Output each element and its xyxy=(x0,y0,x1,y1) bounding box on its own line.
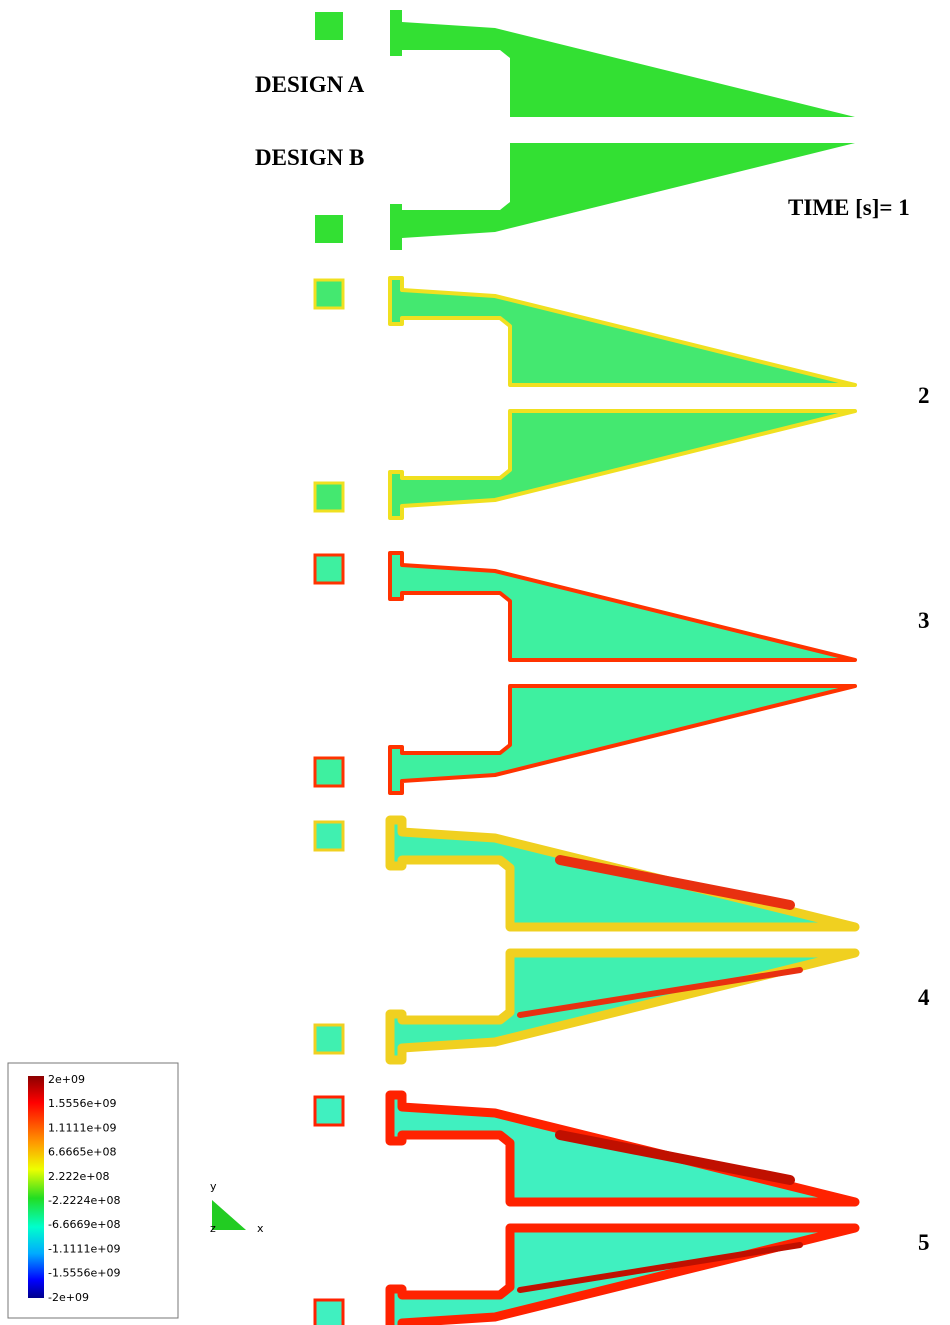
colorbar-tick-label: 2.222e+08 xyxy=(48,1170,109,1183)
colorbar-tick-label: 1.1111e+09 xyxy=(48,1121,116,1134)
time-label: 4 xyxy=(918,985,930,1010)
triad xyxy=(212,1200,246,1230)
hot-streak xyxy=(517,1242,803,1293)
sprue-section xyxy=(313,481,345,513)
design-b-label: DESIGN B xyxy=(255,145,364,170)
sprue-section xyxy=(313,820,345,852)
sprue-section xyxy=(313,756,345,788)
colorbar-tick-label: 6.6665e+08 xyxy=(48,1146,116,1159)
sprue-section xyxy=(315,12,343,40)
hot-streak xyxy=(517,967,803,1018)
hot-streak xyxy=(555,1130,795,1185)
cavity-shape xyxy=(385,948,860,1065)
colorbar-tick-label: 2e+09 xyxy=(48,1073,85,1086)
hot-streak xyxy=(555,855,795,910)
colorbar: 2e+09 1.5556e+09 1.1111e+09 6.6665e+08 2.222… xyxy=(7,1062,179,1319)
sprue-section xyxy=(315,215,343,243)
colorbar-tick-label: -1.1111e+09 xyxy=(48,1242,120,1255)
cavity-shape xyxy=(388,276,857,387)
colorbar-tick-label: -2.2224e+08 xyxy=(48,1194,120,1207)
axis-triad: y z x xyxy=(210,1180,264,1235)
axis-label: y xyxy=(210,1180,217,1193)
colorbar-tick-label: -2e+09 xyxy=(48,1291,89,1304)
sprue-section xyxy=(313,1298,345,1325)
time-label: 5 xyxy=(918,1230,930,1255)
sprue-section xyxy=(313,553,345,585)
time-label: TIME [s]= 1 xyxy=(788,195,910,220)
time-label: 2 xyxy=(918,383,930,408)
cavity-shape xyxy=(388,684,857,795)
colorbar-tick-label: -6.6669e+08 xyxy=(48,1218,120,1231)
sprue-section xyxy=(313,1023,345,1055)
contour-plots xyxy=(313,10,860,1325)
sprue-section xyxy=(313,1095,345,1127)
axis-label: x xyxy=(257,1222,264,1235)
colorbar-tick-label: 1.5556e+09 xyxy=(48,1097,116,1110)
cavity-shape xyxy=(390,10,855,117)
design-a-label: DESIGN A xyxy=(255,72,365,97)
cavity-shape xyxy=(390,143,855,250)
colorbar-tick-label: -1.5556e+09 xyxy=(48,1267,120,1280)
cavity-shape xyxy=(388,551,857,662)
time-label: 3 xyxy=(918,608,930,633)
sprue-section xyxy=(313,278,345,310)
axis-label: z xyxy=(210,1222,216,1235)
colorbar-gradient xyxy=(28,1076,44,1298)
cavity-shape xyxy=(388,409,857,520)
